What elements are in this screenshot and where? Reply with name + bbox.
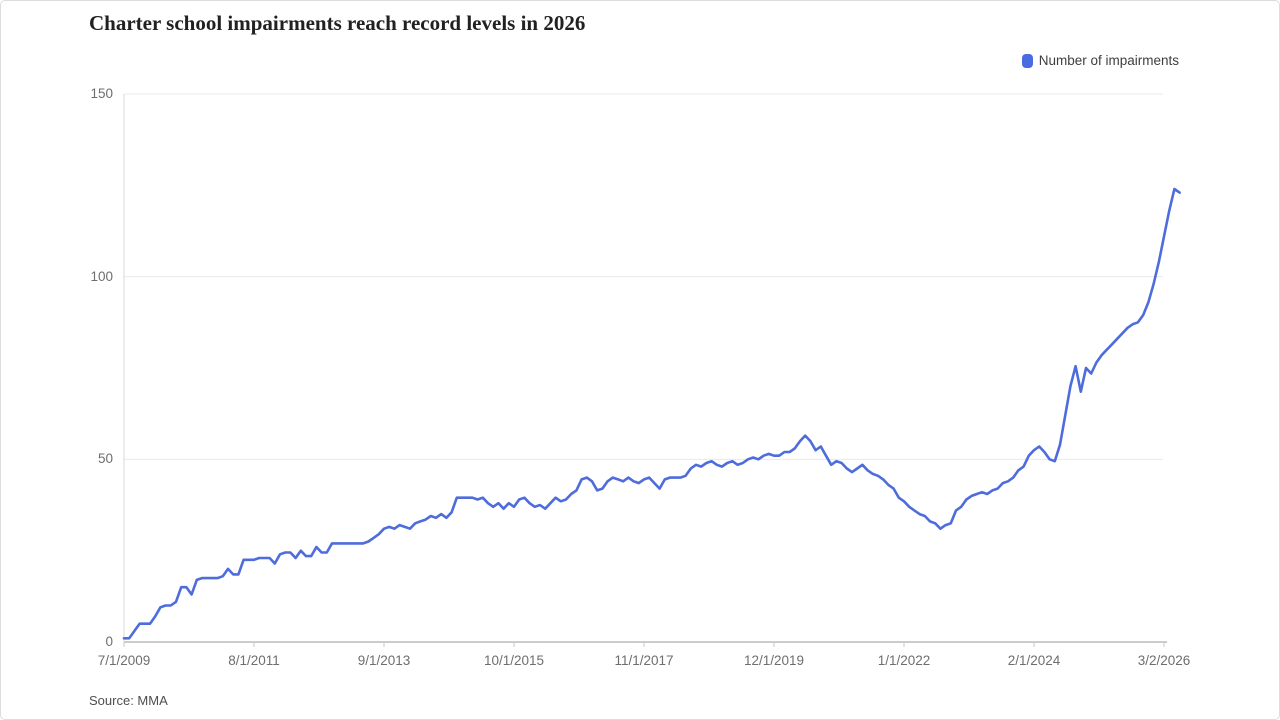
x-tick-marks: [123, 642, 1165, 647]
x-axis-tick-label: 1/1/2022: [877, 653, 931, 668]
x-axis-tick-label: 3/2/2026: [1137, 653, 1191, 668]
x-axis-tick-label: 12/1/2019: [743, 653, 805, 668]
x-axis-tick-label: 11/1/2017: [614, 653, 674, 668]
y-axis-tick-label: 100: [90, 268, 113, 284]
y-axis-tick-label: 150: [90, 86, 113, 101]
legend-label: Number of impairments: [1038, 53, 1179, 68]
y-axis-tick-label: 50: [97, 451, 113, 467]
y-axis-tick-label: 0: [105, 634, 113, 649]
x-axis-tick-label: 9/1/2013: [357, 653, 411, 668]
legend: Number of impairments: [1021, 53, 1179, 68]
line-series: [122, 187, 1181, 640]
x-axis-tick-label: 10/1/2015: [483, 653, 545, 668]
x-axis-tick-label: 2/1/2024: [1007, 653, 1061, 668]
chart-title: Charter school impairments reach record …: [89, 11, 586, 35]
x-axis-tick-label: 7/1/2009: [97, 653, 151, 668]
axis-lines: [123, 94, 1167, 643]
source-note: Source: MMA: [89, 693, 168, 708]
x-axis-tick-label: 8/1/2011: [228, 653, 280, 668]
gridlines: [124, 93, 1163, 460]
legend-swatch-icon: [1021, 53, 1033, 68]
